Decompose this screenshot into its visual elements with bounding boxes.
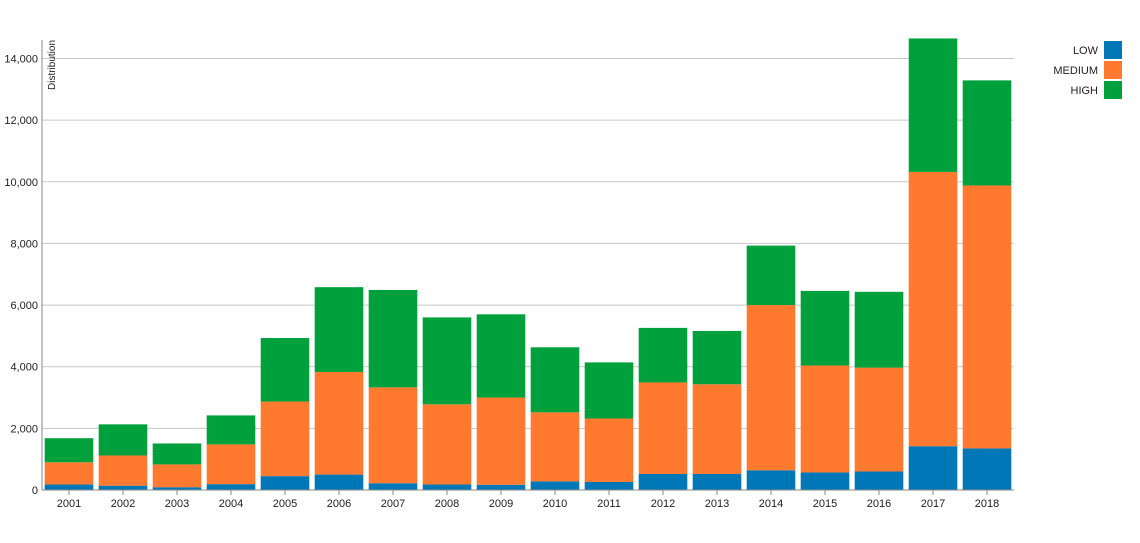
- bar-medium-2009: [476, 397, 526, 485]
- bar-high-2006: [314, 287, 364, 372]
- x-tick-label: 2017: [921, 498, 945, 510]
- bar-medium-2015: [800, 365, 850, 473]
- bar-low-2006: [314, 474, 364, 490]
- bar-medium-2010: [530, 412, 580, 482]
- x-tick-label: 2011: [597, 498, 621, 510]
- bars: [44, 38, 1012, 490]
- bar-low-2009: [476, 484, 526, 490]
- bar-low-2008: [422, 484, 472, 490]
- bar-low-2007: [368, 483, 418, 490]
- bar-high-2017: [908, 38, 958, 172]
- bar-medium-2016: [854, 367, 904, 472]
- bar-medium-2014: [746, 305, 796, 471]
- gridlines: [42, 57, 1014, 491]
- bar-medium-2001: [44, 462, 94, 485]
- x-tick-label: 2003: [165, 498, 189, 510]
- bar-high-2008: [422, 317, 472, 405]
- x-tick-label: 2015: [813, 498, 837, 510]
- bar-low-2015: [800, 472, 850, 490]
- x-tick-label: 2006: [327, 498, 351, 510]
- legend-label-low: LOW: [1073, 45, 1099, 57]
- bar-medium-2005: [260, 401, 310, 477]
- x-tick-label: 2001: [57, 498, 81, 510]
- legend-swatch-medium: [1104, 61, 1122, 79]
- bar-high-2003: [152, 443, 202, 465]
- bar-high-2018: [962, 80, 1012, 186]
- legend-swatch-high: [1104, 81, 1122, 99]
- x-tick-label: 2007: [381, 498, 405, 510]
- bar-low-2004: [206, 484, 256, 490]
- bar-medium-2018: [962, 185, 1012, 449]
- y-tick-label: 6,000: [10, 300, 38, 312]
- y-tick-label: 12,000: [4, 115, 38, 127]
- bar-medium-2013: [692, 384, 742, 474]
- x-tick-label: 2014: [759, 498, 783, 510]
- y-tick-label: 2,000: [10, 423, 38, 435]
- bar-low-2012: [638, 473, 688, 490]
- y-tick-label: 4,000: [10, 362, 38, 374]
- bar-low-2017: [908, 446, 958, 490]
- x-tick-label: 2016: [867, 498, 891, 510]
- bar-low-2003: [152, 487, 202, 490]
- y-tick-label: 14,000: [4, 53, 38, 65]
- bar-low-2001: [44, 484, 94, 490]
- bar-high-2002: [98, 424, 148, 456]
- bar-high-2015: [800, 290, 850, 366]
- bar-medium-2002: [98, 455, 148, 486]
- legend: LOW MEDIUM HIGH: [1053, 41, 1122, 99]
- y-tick-label: 0: [32, 485, 38, 497]
- bar-medium-2012: [638, 382, 688, 474]
- bar-low-2014: [746, 470, 796, 490]
- bar-medium-2008: [422, 404, 472, 485]
- x-tick-label: 2004: [219, 498, 243, 510]
- bar-high-2010: [530, 347, 580, 413]
- bar-low-2016: [854, 471, 904, 490]
- bar-high-2016: [854, 291, 904, 368]
- x-tick-label: 2012: [651, 498, 675, 510]
- bar-medium-2011: [584, 418, 634, 482]
- bar-high-2012: [638, 327, 688, 383]
- legend-swatch-low: [1104, 41, 1122, 59]
- x-tick-label: 2013: [705, 498, 729, 510]
- y-axis-title: Distribution: [47, 40, 58, 90]
- bar-low-2010: [530, 481, 580, 490]
- axes: 0 2,000 4,000 6,000 8,000 10,000 12,000 14,000 2…: [4, 40, 1014, 510]
- bar-low-2018: [962, 448, 1012, 490]
- bar-high-2005: [260, 338, 310, 402]
- x-tick-label: 2010: [543, 498, 567, 510]
- bar-low-2002: [98, 485, 148, 490]
- bar-medium-2003: [152, 464, 202, 488]
- x-tick-label: 2009: [489, 498, 513, 510]
- x-tick-label: 2018: [975, 498, 999, 510]
- bar-high-2013: [692, 330, 742, 385]
- bar-medium-2006: [314, 371, 364, 475]
- bar-high-2004: [206, 415, 256, 445]
- bar-low-2013: [692, 473, 742, 490]
- bar-high-2011: [584, 362, 634, 419]
- bar-low-2011: [584, 481, 634, 490]
- bar-high-2014: [746, 245, 796, 306]
- bar-high-2009: [476, 314, 526, 398]
- y-tick-label: 8,000: [10, 238, 38, 250]
- legend-label-medium: MEDIUM: [1053, 65, 1098, 77]
- legend-label-high: HIGH: [1071, 85, 1099, 97]
- x-tick-label: 2002: [111, 498, 135, 510]
- bar-low-2005: [260, 476, 310, 490]
- y-tick-label: 10,000: [4, 177, 38, 189]
- x-tick-label: 2005: [273, 498, 297, 510]
- bar-medium-2004: [206, 444, 256, 485]
- bar-high-2007: [368, 289, 418, 388]
- bar-high-2001: [44, 438, 94, 463]
- x-tick-label: 2008: [435, 498, 459, 510]
- bar-medium-2017: [908, 171, 958, 447]
- bar-medium-2007: [368, 387, 418, 484]
